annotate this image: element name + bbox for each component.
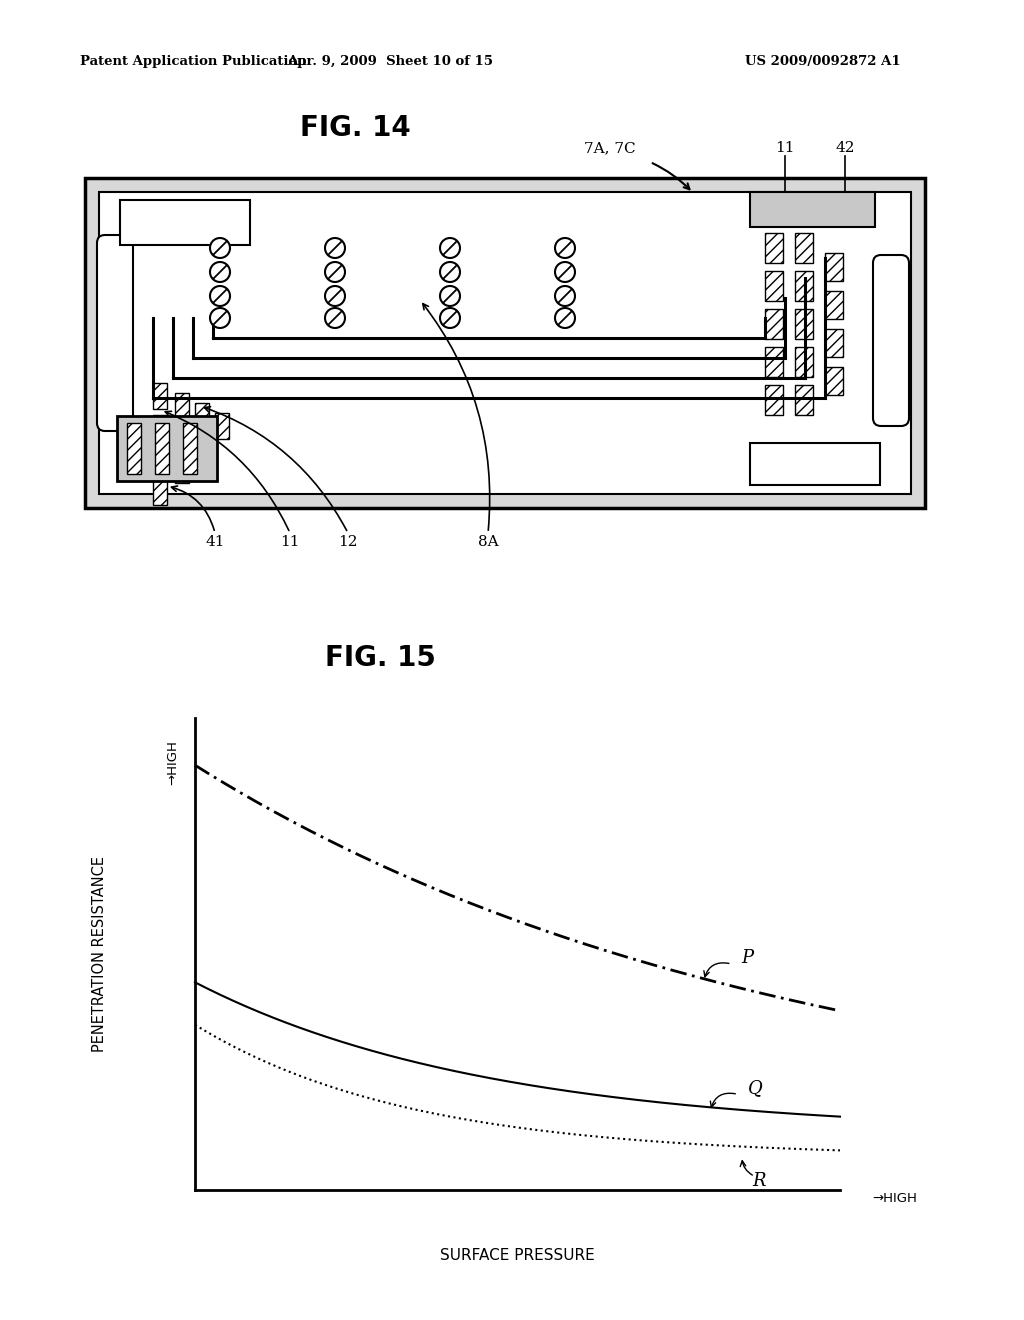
Bar bbox=[175, 393, 189, 418]
Circle shape bbox=[210, 238, 230, 257]
Bar bbox=[795, 385, 813, 414]
Text: US 2009/0092872 A1: US 2009/0092872 A1 bbox=[745, 55, 901, 69]
Circle shape bbox=[325, 261, 345, 282]
Bar bbox=[795, 309, 813, 339]
Bar bbox=[183, 422, 197, 474]
Bar bbox=[99, 191, 911, 494]
Circle shape bbox=[210, 308, 230, 327]
Bar bbox=[750, 444, 880, 484]
Bar bbox=[120, 201, 250, 246]
Circle shape bbox=[210, 286, 230, 306]
Circle shape bbox=[555, 261, 575, 282]
Text: 11: 11 bbox=[281, 535, 300, 549]
Bar bbox=[175, 425, 189, 451]
Bar bbox=[765, 234, 783, 263]
Text: Q: Q bbox=[749, 1080, 763, 1097]
Text: R: R bbox=[752, 1172, 765, 1191]
Text: →HIGH: →HIGH bbox=[872, 1192, 918, 1204]
Circle shape bbox=[440, 308, 460, 327]
Bar bbox=[765, 309, 783, 339]
Bar bbox=[825, 253, 843, 281]
Text: →HIGH: →HIGH bbox=[167, 741, 179, 785]
FancyBboxPatch shape bbox=[97, 235, 133, 432]
Circle shape bbox=[325, 238, 345, 257]
Bar bbox=[795, 271, 813, 301]
Text: 42: 42 bbox=[836, 141, 855, 154]
Bar bbox=[153, 479, 167, 506]
Circle shape bbox=[325, 308, 345, 327]
Text: Apr. 9, 2009  Sheet 10 of 15: Apr. 9, 2009 Sheet 10 of 15 bbox=[287, 55, 493, 69]
Text: 8A: 8A bbox=[477, 535, 499, 549]
Text: FIG. 14: FIG. 14 bbox=[300, 114, 411, 143]
Bar bbox=[825, 329, 843, 356]
Bar bbox=[153, 447, 167, 473]
Circle shape bbox=[555, 238, 575, 257]
Text: Patent Application Publication: Patent Application Publication bbox=[80, 55, 307, 69]
Circle shape bbox=[325, 286, 345, 306]
Circle shape bbox=[440, 261, 460, 282]
Bar bbox=[195, 436, 209, 461]
Bar bbox=[155, 422, 169, 474]
Text: 11: 11 bbox=[775, 141, 795, 154]
Text: PENETRATION RESISTANCE: PENETRATION RESISTANCE bbox=[92, 855, 108, 1052]
FancyBboxPatch shape bbox=[873, 255, 909, 426]
Circle shape bbox=[210, 261, 230, 282]
Circle shape bbox=[440, 238, 460, 257]
Bar bbox=[825, 290, 843, 319]
Bar bbox=[795, 347, 813, 378]
Text: SURFACE PRESSURE: SURFACE PRESSURE bbox=[440, 1247, 595, 1262]
Bar bbox=[117, 416, 217, 480]
Circle shape bbox=[440, 286, 460, 306]
Bar bbox=[765, 347, 783, 378]
Bar bbox=[765, 271, 783, 301]
Bar bbox=[153, 414, 167, 441]
Bar bbox=[175, 457, 189, 483]
Bar bbox=[825, 367, 843, 395]
Bar bbox=[765, 385, 783, 414]
Bar bbox=[153, 383, 167, 409]
Text: P: P bbox=[741, 949, 754, 968]
Circle shape bbox=[555, 308, 575, 327]
Text: FIG. 15: FIG. 15 bbox=[325, 644, 435, 672]
Text: 41: 41 bbox=[205, 535, 224, 549]
Circle shape bbox=[555, 286, 575, 306]
Bar bbox=[127, 422, 141, 474]
Text: 12: 12 bbox=[338, 535, 357, 549]
Bar bbox=[795, 234, 813, 263]
Bar bbox=[195, 403, 209, 429]
Text: 7A, 7C: 7A, 7C bbox=[584, 141, 636, 154]
Bar bbox=[215, 413, 229, 440]
Bar bbox=[750, 191, 874, 227]
Bar bbox=[85, 178, 925, 508]
